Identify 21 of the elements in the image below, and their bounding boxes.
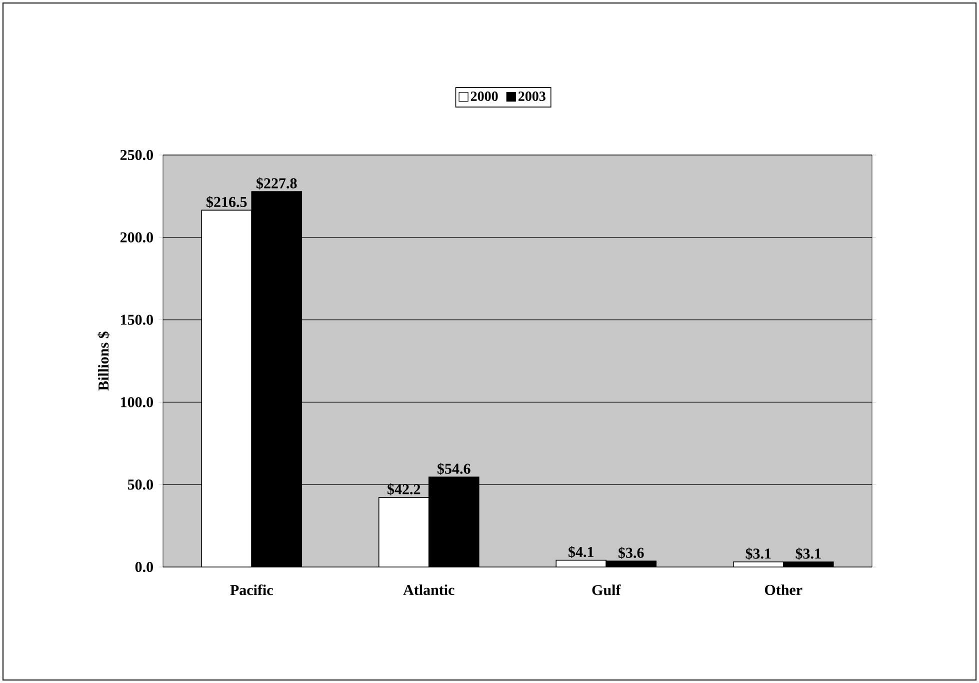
legend-label: 2000	[470, 92, 498, 101]
data-label: $3.1	[796, 548, 821, 560]
data-label: $3.1	[746, 548, 771, 560]
data-label: $54.6	[438, 462, 470, 475]
y-tick-label: 150.0	[121, 314, 153, 325]
data-label: $42.2	[388, 483, 420, 496]
y-tick-label: 200.0	[120, 232, 153, 242]
y-tick-label: 0.0	[135, 562, 153, 572]
y-tick-label: 100.0	[121, 397, 153, 408]
y-tick-label: 250.0	[120, 150, 153, 160]
x-tick-label: Atlantic	[403, 584, 454, 595]
data-label: $227.8	[256, 177, 297, 190]
data-label: $4.1	[568, 546, 594, 558]
data-label: $216.5	[206, 196, 247, 208]
x-tick-label: Pacific	[230, 584, 273, 596]
y-tick-label: 50.0	[128, 480, 153, 490]
x-tick-label: Gulf	[592, 584, 621, 596]
y-axis-title: Billions $	[98, 332, 110, 391]
legend-label: 2003	[518, 92, 546, 101]
data-label: $3.6	[618, 546, 644, 559]
x-tick-label: Other	[764, 584, 802, 595]
